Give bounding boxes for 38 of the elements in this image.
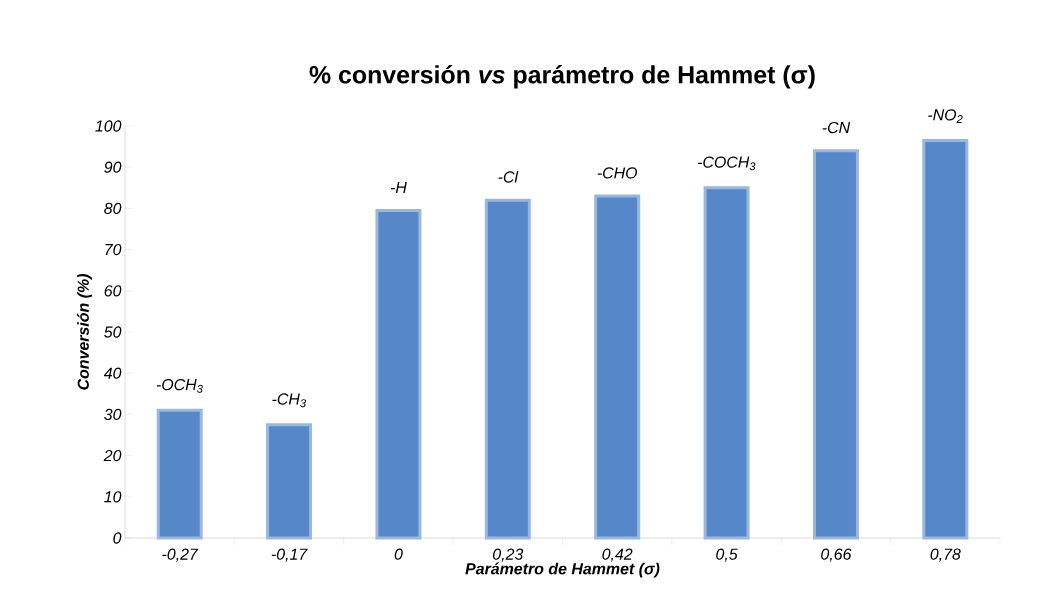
y-tick-label: 20	[103, 449, 122, 462]
x-tick-label: 0,78	[930, 548, 961, 562]
y-tick-label: 80	[104, 202, 122, 215]
y-tick-label: 0	[113, 532, 122, 544]
x-tick-label: -0,17	[271, 548, 308, 562]
annotation: -OCH$_{3}$	[156, 378, 203, 393]
x-tick-label: -0,27	[162, 548, 199, 562]
bar	[594, 194, 641, 540]
x-tick-label: 0,23	[492, 548, 524, 562]
annotation: -CHO	[597, 167, 638, 179]
bar	[922, 138, 969, 540]
annotation: -NO$_{2}$	[928, 109, 963, 123]
y-tick-label: 50	[104, 326, 122, 338]
bar	[375, 208, 422, 540]
y-axis-title: Conversión (%)	[77, 274, 93, 390]
y-tick-label: 10	[104, 491, 122, 503]
y-tick-label: 100	[95, 120, 122, 132]
annotation: -COCH$_{3}$	[697, 156, 756, 171]
bar	[484, 198, 531, 540]
x-tick-label: 0,5	[716, 548, 738, 562]
annotation: -Cl	[498, 170, 519, 183]
x-tick-label: 0	[394, 548, 403, 560]
y-tick-label: 60	[104, 285, 122, 297]
x-axis-title: Parámetro de Hammet (σ)	[465, 562, 660, 578]
chart-title: % conversión vs parámetro de Hammet (σ)	[309, 65, 815, 89]
y-tick-label: 40	[103, 367, 122, 379]
bar	[812, 149, 859, 540]
bar	[703, 186, 750, 540]
annotation: -CH$_{3}$	[272, 393, 306, 408]
bar	[266, 423, 313, 540]
annotation: -H	[390, 181, 407, 193]
x-tick-label: 0,42	[602, 548, 633, 562]
annotation: -CN	[822, 121, 851, 134]
y-tick-label: 70	[105, 243, 122, 256]
y-tick-label: 30	[104, 408, 122, 421]
bar	[156, 408, 203, 540]
x-tick-label: 0,66	[821, 548, 852, 562]
y-tick-label: 90	[104, 161, 122, 173]
